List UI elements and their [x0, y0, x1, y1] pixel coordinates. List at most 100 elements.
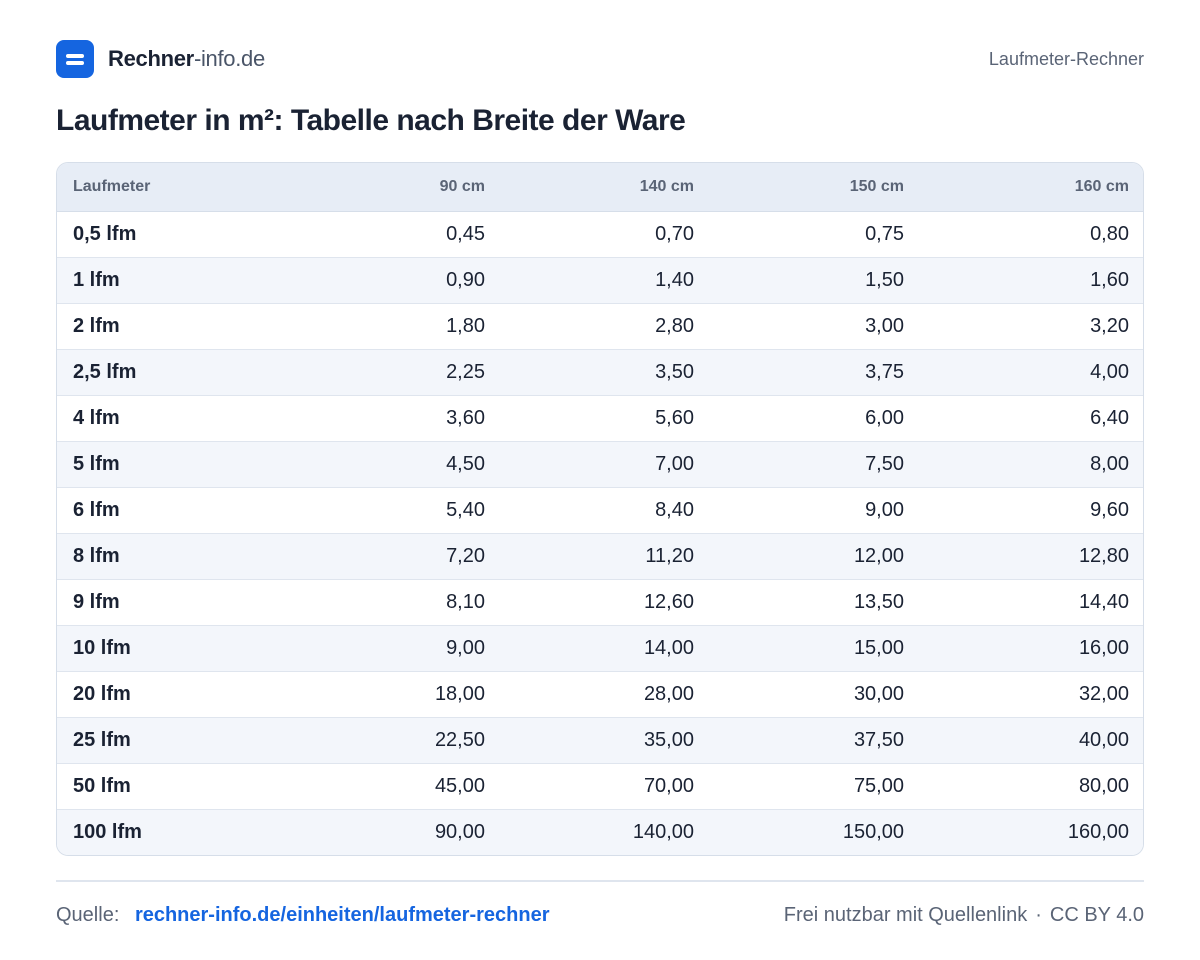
table-row: 4 lfm 3,60 5,60 6,00 6,40 — [57, 394, 1143, 441]
table-row: 2 lfm 1,80 2,80 3,00 3,20 — [57, 302, 1143, 349]
table-cell: 11,20 — [501, 532, 710, 579]
table-row: 100 lfm 90,00 140,00 150,00 160,00 — [57, 808, 1143, 855]
table-cell: 1,60 — [920, 256, 1143, 303]
table-cell: 140,00 — [501, 808, 710, 855]
column-header: 150 cm — [710, 163, 920, 212]
table-cell: 12,00 — [710, 532, 920, 579]
table-cell: 8,10 — [291, 578, 501, 625]
column-header: 90 cm — [291, 163, 501, 212]
table-cell: 14,00 — [501, 624, 710, 671]
table-cell: 0,75 — [865, 222, 904, 245]
table-cell: 160,00 — [920, 808, 1143, 855]
table-cell: 3,75 — [710, 348, 920, 395]
table-cell: 45,00 — [291, 762, 501, 809]
row-label: 2 lfm — [57, 302, 291, 349]
table-cell: 4,00 — [920, 348, 1143, 395]
table-cell: 7,50 — [710, 440, 920, 487]
table-cell: 40,00 — [920, 716, 1143, 763]
page-title: Laufmeter in m²: Tabelle nach Breite der… — [56, 104, 686, 137]
table-cell: 70,00 — [501, 762, 710, 809]
row-label: 5 lfm — [57, 440, 291, 487]
source-link[interactable]: rechner-info.de/einheiten/laufmeter-rech… — [134, 904, 550, 926]
license-text: Frei nutzbar mit Quellenlink — [783, 904, 1028, 926]
row-label: 9 lfm — [57, 578, 291, 625]
row-label: 0,5 lfm — [73, 222, 137, 245]
table-cell: 3,00 — [710, 302, 920, 349]
table-cell: 4,50 — [291, 440, 501, 487]
table-cell: 1,80 — [291, 302, 501, 349]
table-cell: 22,50 — [291, 716, 501, 763]
table-cell: 30,00 — [710, 670, 920, 717]
table-row: 0,5 lfm 0,45 0,70 0,75 0,80 — [57, 211, 1143, 257]
table-row: 8 lfm 7,20 11,20 12,00 12,80 — [57, 532, 1143, 579]
header: Rechner -info.de Laufmeter-Rechner — [56, 40, 1144, 78]
footer: Quelle: rechner-info.de/einheiten/laufme… — [56, 904, 1144, 927]
table-cell: 1,40 — [501, 256, 710, 303]
table-cell: 9,60 — [920, 486, 1143, 533]
column-header: Laufmeter — [57, 163, 291, 212]
table-cell: 6,40 — [920, 394, 1143, 441]
table-cell: 2,80 — [501, 302, 710, 349]
table-header-row: Laufmeter 90 cm 140 cm 150 cm 160 cm — [57, 163, 1143, 212]
brand-name: Rechner — [108, 46, 194, 71]
table-cell: 37,50 — [710, 716, 920, 763]
table-cell: 2,25 — [291, 348, 501, 395]
row-label: 10 lfm — [57, 624, 291, 671]
equals-icon — [56, 40, 94, 78]
divider — [56, 880, 1144, 882]
table-cell: 5,60 — [501, 394, 710, 441]
column-header: 160 cm — [920, 163, 1143, 212]
row-label: 4 lfm — [57, 394, 291, 441]
table-cell: 15,00 — [710, 624, 920, 671]
table-cell: 0,70 — [655, 222, 694, 245]
table-cell: 0,90 — [291, 256, 501, 303]
table-cell: 14,40 — [920, 578, 1143, 625]
table-cell: 16,00 — [920, 624, 1143, 671]
row-label: 50 lfm — [57, 762, 291, 809]
table-cell: 8,00 — [920, 440, 1143, 487]
source: Quelle: rechner-info.de/einheiten/laufme… — [56, 904, 549, 927]
table-row: 1 lfm 0,90 1,40 1,50 1,60 — [57, 256, 1143, 303]
table-cell: 9,00 — [291, 624, 501, 671]
table-row: 2,5 lfm 2,25 3,50 3,75 4,00 — [57, 348, 1143, 395]
table-cell: 80,00 — [920, 762, 1143, 809]
table-cell: 13,50 — [710, 578, 920, 625]
table-row: 50 lfm 45,00 70,00 75,00 80,00 — [57, 762, 1143, 809]
table-cell: 8,40 — [501, 486, 710, 533]
table-row: 10 lfm 9,00 14,00 15,00 16,00 — [57, 624, 1143, 671]
table-cell: 9,00 — [710, 486, 920, 533]
table-row: 20 lfm 18,00 28,00 30,00 32,00 — [57, 670, 1143, 717]
table-cell: 90,00 — [291, 808, 501, 855]
table-cell: 3,60 — [291, 394, 501, 441]
table-cell: 3,20 — [920, 302, 1143, 349]
table-cell: 150,00 — [710, 808, 920, 855]
license: CC BY 4.0 — [1049, 904, 1144, 926]
separator: · — [1035, 904, 1042, 926]
row-label: 25 lfm — [57, 716, 291, 763]
table-cell: 28,00 — [501, 670, 710, 717]
table-cell: 35,00 — [501, 716, 710, 763]
table-row: 9 lfm 8,10 12,60 13,50 14,40 — [57, 578, 1143, 625]
table-cell: 75,00 — [710, 762, 920, 809]
table-row: 25 lfm 22,50 35,00 37,50 40,00 — [57, 716, 1143, 763]
conversion-table: Laufmeter 90 cm 140 cm 150 cm 160 cm 0,5 lfm… — [56, 162, 1144, 856]
table-cell: 12,80 — [920, 532, 1143, 579]
row-label: 1 lfm — [57, 256, 291, 303]
table-cell: 7,20 — [291, 532, 501, 579]
table-cell: 12,60 — [501, 578, 710, 625]
table-cell: 7,00 — [501, 440, 710, 487]
table-cell: 18,00 — [291, 670, 501, 717]
page-label: Laufmeter-Rechner — [988, 48, 1144, 69]
table-cell: 0,45 — [446, 222, 485, 245]
license-info: Frei nutzbar mit Quellenlink · CC BY 4.0 — [784, 904, 1144, 927]
table-cell: 1,50 — [710, 256, 920, 303]
row-label: 8 lfm — [57, 532, 291, 579]
table-cell: 5,40 — [291, 486, 501, 533]
source-label: Quelle: — [56, 904, 120, 926]
row-label: 100 lfm — [57, 808, 291, 855]
table-row: 5 lfm 4,50 7,00 7,50 8,00 — [57, 440, 1143, 487]
brand[interactable]: Rechner -info.de — [56, 40, 265, 78]
brand-domain: -info.de — [193, 46, 265, 71]
row-label: 20 lfm — [57, 670, 291, 717]
table-cell: 3,50 — [501, 348, 710, 395]
